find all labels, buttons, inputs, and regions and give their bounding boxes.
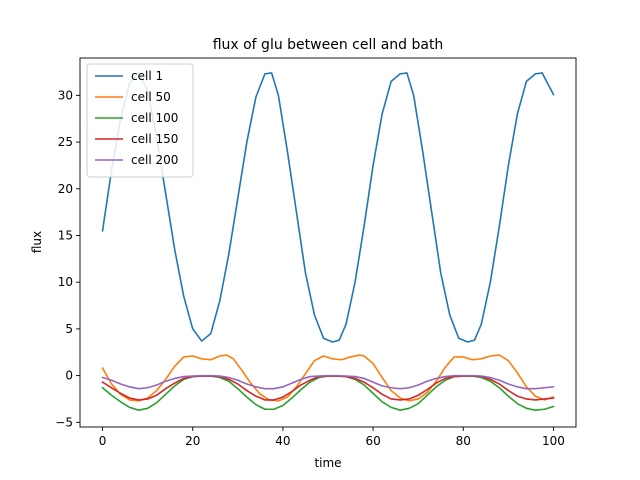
x-tick-label: 20 — [185, 434, 200, 448]
y-tick-label: 0 — [65, 369, 73, 383]
series-line-2 — [101, 354, 555, 402]
chart-title: flux of glu between cell and bath — [213, 37, 444, 53]
series-line-1 — [101, 72, 555, 343]
x-tick-label: 0 — [99, 434, 107, 448]
y-tick-label: −5 — [55, 415, 73, 429]
series-line-5 — [101, 374, 555, 390]
legend-label-1: cell 1 — [131, 69, 163, 83]
legend-label-4: cell 150 — [131, 132, 178, 146]
y-tick-label: 15 — [58, 228, 73, 242]
x-axis-label: time — [314, 456, 341, 470]
plot-area — [79, 57, 577, 428]
legend: cell 1 cell 50 cell 100 cell 150 cell 200 — [86, 63, 194, 178]
x-axis: 0 20 40 60 80 100 — [99, 427, 565, 448]
y-tick-label: 5 — [65, 322, 73, 336]
x-tick-label: 100 — [542, 434, 565, 448]
x-tick-label: 80 — [456, 434, 471, 448]
y-tick-label: 10 — [58, 275, 73, 289]
y-axis: −5 0 5 10 15 20 25 30 — [55, 88, 80, 429]
legend-box — [86, 63, 194, 178]
legend-label-3: cell 100 — [131, 111, 178, 125]
x-tick-label: 40 — [275, 434, 290, 448]
legend-label-5: cell 200 — [131, 153, 178, 167]
x-tick-label: 60 — [365, 434, 380, 448]
legend-label-2: cell 50 — [131, 90, 171, 104]
y-axis-label: flux — [30, 231, 44, 253]
y-tick-label: 20 — [58, 182, 73, 196]
y-tick-label: 25 — [58, 135, 73, 149]
plot-frame — [79, 57, 577, 428]
y-tick-label: 30 — [58, 88, 73, 102]
